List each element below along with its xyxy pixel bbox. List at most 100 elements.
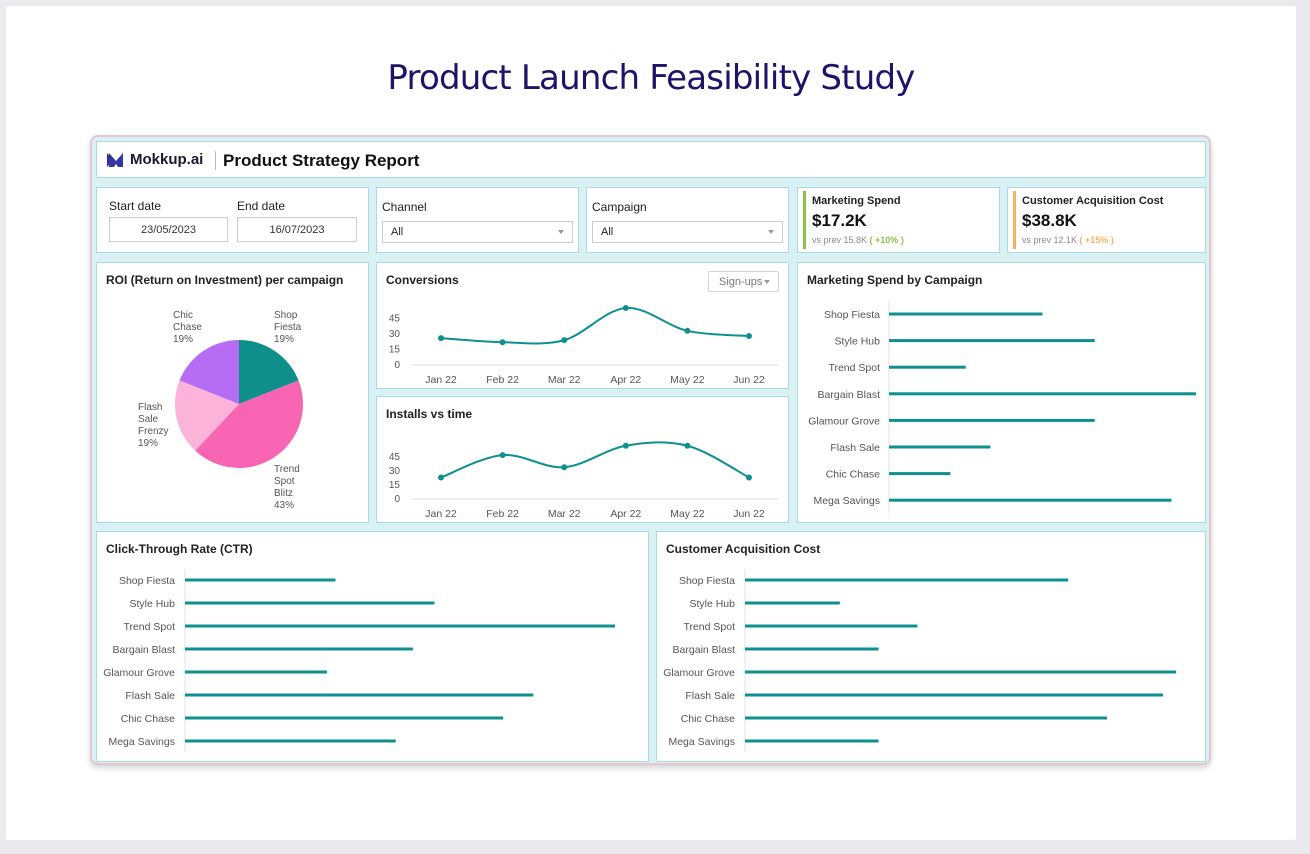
category-label: Chic Chase xyxy=(826,469,880,481)
y-tick-label: 30 xyxy=(389,329,401,340)
kpi-comparison: vs prev 12.1K ( +15% ) xyxy=(1022,235,1114,245)
data-point xyxy=(622,305,629,311)
category-label: Trend Spot xyxy=(123,621,175,633)
roi-pie-card: ROI (Return on Investment) per campaign … xyxy=(96,262,369,523)
bar xyxy=(745,578,1069,582)
x-tick-label: May 22 xyxy=(670,508,705,520)
kpi-change: ( +10% ) xyxy=(869,235,904,245)
kpi-accent-bar xyxy=(803,191,806,249)
x-tick-label: Jan 22 xyxy=(425,374,457,386)
category-label: Chic Chase xyxy=(681,713,735,725)
x-tick-label: Jun 22 xyxy=(733,374,765,386)
conversions-card: Conversions Sign-ups 0 15 30 45 Jan 22 Feb 22… xyxy=(376,262,789,389)
bar xyxy=(185,601,435,605)
ctr-bar-chart: Shop Fiesta Style Hub Trend Spot Bargain Bl… xyxy=(103,568,615,753)
bar xyxy=(889,498,1172,502)
pie-label-line: 19% xyxy=(138,438,158,449)
y-tick-label: 15 xyxy=(389,480,401,491)
kpi-accent-bar xyxy=(1013,191,1016,249)
bar xyxy=(185,739,396,743)
report-title: Product Strategy Report xyxy=(223,151,420,170)
end-date-label: End date xyxy=(237,199,286,213)
channel-filter-card: Channel All xyxy=(376,187,579,253)
category-label: Mega Savings xyxy=(108,736,175,748)
bar xyxy=(185,716,504,720)
chart-title: Marketing Spend by Campaign xyxy=(807,273,983,287)
bar xyxy=(185,624,615,628)
campaign-filter-card: Campaign All xyxy=(586,187,789,253)
installs-line-chart: 0 15 30 45 Jan 22 Feb 22 Mar 22 Apr 22 May 22 Jun… xyxy=(389,441,779,520)
installs-card: Installs vs time 0 15 30 45 Jan 22 Feb 22 Mar … xyxy=(376,396,789,523)
pie-slice xyxy=(174,380,239,451)
channel-label: Channel xyxy=(382,200,427,214)
pie-label-line: 19% xyxy=(173,334,193,345)
pie-label-line: Chase xyxy=(173,322,202,333)
category-label: Mega Savings xyxy=(813,495,880,507)
dashboard-frame: Mokkup.ai Product Strategy Report Start … xyxy=(90,135,1211,765)
x-tick-label: Mar 22 xyxy=(548,508,581,520)
date-filter-card: Start date 23/05/2023 End date 16/07/202… xyxy=(96,187,369,253)
kpi-title: Customer Acquisition Cost xyxy=(1022,195,1164,207)
spend-bar-chart: Shop Fiesta Style Hub Trend Spot Bargain Bl… xyxy=(808,300,1196,514)
report-header: Mokkup.ai Product Strategy Report xyxy=(96,141,1206,178)
pie-label-line: Flash xyxy=(138,402,162,413)
bar xyxy=(745,670,1176,674)
header-divider xyxy=(215,151,216,170)
pie-label-line: Shop xyxy=(274,310,298,321)
category-label: Mega Savings xyxy=(668,736,735,748)
x-tick-label: Jun 22 xyxy=(733,508,765,520)
category-label: Chic Chase xyxy=(121,713,175,725)
chart-title: Installs vs time xyxy=(386,407,473,421)
data-point xyxy=(684,327,691,334)
channel-select-value: All xyxy=(391,226,404,238)
data-point xyxy=(561,464,568,471)
category-label: Flash Sale xyxy=(830,442,880,454)
start-date-input[interactable]: 23/05/2023 xyxy=(109,217,228,242)
chevron-down-icon xyxy=(768,230,774,234)
x-tick-label: Apr 22 xyxy=(610,374,641,386)
bar xyxy=(745,739,879,743)
data-point xyxy=(561,337,568,344)
x-tick-label: Feb 22 xyxy=(486,508,519,520)
category-label: Shop Fiesta xyxy=(679,575,735,587)
channel-select[interactable]: All xyxy=(382,221,573,243)
chevron-down-icon xyxy=(558,230,564,234)
cac-chart-card: Customer Acquisition Cost Shop Fiesta Sty… xyxy=(656,531,1206,762)
kpi-value: $17.2K xyxy=(812,211,867,230)
kpi-customer-acquisition-cost: Customer Acquisition Cost $38.8K vs prev… xyxy=(1007,187,1206,253)
category-label: Trend Spot xyxy=(828,362,880,374)
campaign-label: Campaign xyxy=(592,200,647,214)
bar xyxy=(889,365,966,369)
category-label: Flash Sale xyxy=(125,690,175,702)
campaign-select-value: All xyxy=(601,226,614,238)
end-date-input[interactable]: 16/07/2023 xyxy=(237,217,357,242)
page-title: Product Launch Feasibility Study xyxy=(387,58,915,98)
category-label: Bargain Blast xyxy=(673,644,736,656)
pie-label-line: Spot xyxy=(274,476,295,487)
x-tick-label: Feb 22 xyxy=(486,374,519,386)
data-point xyxy=(684,442,691,449)
campaign-select[interactable]: All xyxy=(592,221,783,243)
data-point xyxy=(746,474,752,481)
bar xyxy=(745,647,879,651)
pie-label-line: Frenzy xyxy=(138,426,169,437)
pie-slice xyxy=(195,380,304,468)
metric-dropdown[interactable]: Sign-ups xyxy=(708,271,779,292)
data-point xyxy=(746,333,752,339)
category-label: Shop Fiesta xyxy=(119,575,175,587)
brand-logo[interactable]: Mokkup.ai xyxy=(107,151,203,168)
pie-label: Trend Spot Blitz 43% xyxy=(274,464,300,511)
bar xyxy=(185,647,413,651)
category-label: Glamour Grove xyxy=(103,667,175,679)
data-point xyxy=(438,474,444,481)
kpi-prev-value: vs prev 12.1K xyxy=(1022,235,1078,245)
y-tick-label: 30 xyxy=(389,466,401,477)
kpi-change: ( +15% ) xyxy=(1079,235,1114,245)
x-tick-label: May 22 xyxy=(670,374,705,386)
y-tick-label: 0 xyxy=(394,360,400,371)
bar xyxy=(889,392,1196,396)
series-line xyxy=(440,306,750,345)
category-label: Flash Sale xyxy=(685,690,735,702)
pie-label-line: Trend xyxy=(274,464,300,475)
y-tick-label: 45 xyxy=(389,313,401,324)
